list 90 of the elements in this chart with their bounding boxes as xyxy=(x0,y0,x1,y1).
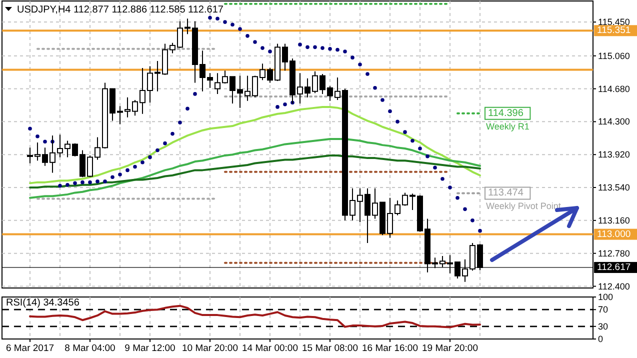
point xyxy=(103,180,107,184)
point xyxy=(336,48,340,52)
point xyxy=(343,50,347,54)
point xyxy=(96,180,100,184)
point xyxy=(186,106,190,111)
point xyxy=(170,132,174,136)
line-series xyxy=(29,138,481,199)
point xyxy=(133,164,137,169)
point xyxy=(276,105,280,109)
point xyxy=(58,184,62,188)
x-tick-label: 8 Mar 04:00 xyxy=(64,343,116,354)
point xyxy=(358,62,362,66)
y-tick-label: 114.300 xyxy=(598,116,630,127)
point xyxy=(448,186,452,190)
point xyxy=(208,16,212,20)
point xyxy=(463,207,467,212)
point xyxy=(403,130,407,134)
x-tick-label: 14 Mar 00:00 xyxy=(242,343,298,354)
point xyxy=(223,20,227,24)
chart-title: USDJPY,H4 112.877 112.886 112.585 112.617 xyxy=(17,4,224,16)
point xyxy=(253,40,257,44)
point xyxy=(193,92,197,96)
point xyxy=(66,183,70,187)
line-series xyxy=(29,154,481,189)
point xyxy=(366,72,370,76)
point xyxy=(216,16,220,20)
point xyxy=(238,27,242,31)
point xyxy=(260,46,264,50)
point xyxy=(456,196,460,200)
point xyxy=(350,56,354,60)
point xyxy=(328,47,332,51)
point xyxy=(148,155,152,160)
point xyxy=(380,98,384,102)
point xyxy=(230,22,234,27)
point xyxy=(396,120,400,124)
ref-line-label: 113.000 xyxy=(597,228,631,240)
point xyxy=(36,134,40,138)
point xyxy=(470,218,474,222)
point xyxy=(313,45,317,50)
point xyxy=(283,102,287,106)
y-tick-label: 112.400 xyxy=(598,281,630,292)
ref-line-label: 115.351 xyxy=(597,25,631,36)
point xyxy=(80,180,84,184)
x-tick-label: 9 Mar 12:00 xyxy=(124,343,176,354)
point xyxy=(426,154,430,158)
x-tick-label: 6 Mar 2017 xyxy=(6,343,54,354)
point xyxy=(73,181,77,186)
text: 114.396 xyxy=(488,108,524,119)
y-tick-label: 0 xyxy=(598,334,604,344)
y-tick-label: 113.540 xyxy=(598,182,630,193)
y-tick-label: 100 xyxy=(598,292,614,302)
point xyxy=(320,46,324,50)
point xyxy=(156,148,160,152)
point xyxy=(43,140,47,144)
point xyxy=(246,34,250,38)
y-tick-label: 30 xyxy=(598,321,608,332)
chart-title: RSI(14) 34.3456 xyxy=(6,298,80,308)
point xyxy=(306,45,310,50)
point xyxy=(418,146,422,150)
y-tick-label: 112.780 xyxy=(598,248,630,258)
y-tick-label: 70 xyxy=(598,304,608,315)
point xyxy=(140,160,144,164)
point xyxy=(388,109,392,114)
point xyxy=(478,228,482,233)
point xyxy=(28,126,32,131)
y-tick-label: 113.920 xyxy=(598,150,630,160)
x-tick-label: 19 Mar 20:00 xyxy=(422,343,478,354)
y-tick-label: 115.450 xyxy=(598,17,630,28)
point xyxy=(88,180,92,184)
point xyxy=(373,86,377,90)
point xyxy=(440,176,444,181)
point xyxy=(298,42,302,46)
y-tick-label: 115.060 xyxy=(598,50,630,61)
line-series xyxy=(29,106,481,184)
point xyxy=(126,168,130,172)
point xyxy=(410,138,414,143)
series-label: Weekly R1 xyxy=(486,121,530,132)
point xyxy=(268,50,272,54)
point xyxy=(118,172,122,176)
y-tick-label: 113.160 xyxy=(598,215,630,226)
point xyxy=(110,175,114,180)
point xyxy=(163,141,167,146)
point xyxy=(433,166,437,170)
x-tick-label: 10 Mar 20:00 xyxy=(182,343,238,354)
x-tick-label: 15 Mar 08:00 xyxy=(302,343,358,354)
y-tick-label: 114.680 xyxy=(598,84,630,94)
ref-line-label: 112.617 xyxy=(597,262,631,273)
x-tick-label: 16 Mar 16:00 xyxy=(362,343,418,354)
text: 113.474 xyxy=(488,188,524,199)
point xyxy=(178,120,182,124)
